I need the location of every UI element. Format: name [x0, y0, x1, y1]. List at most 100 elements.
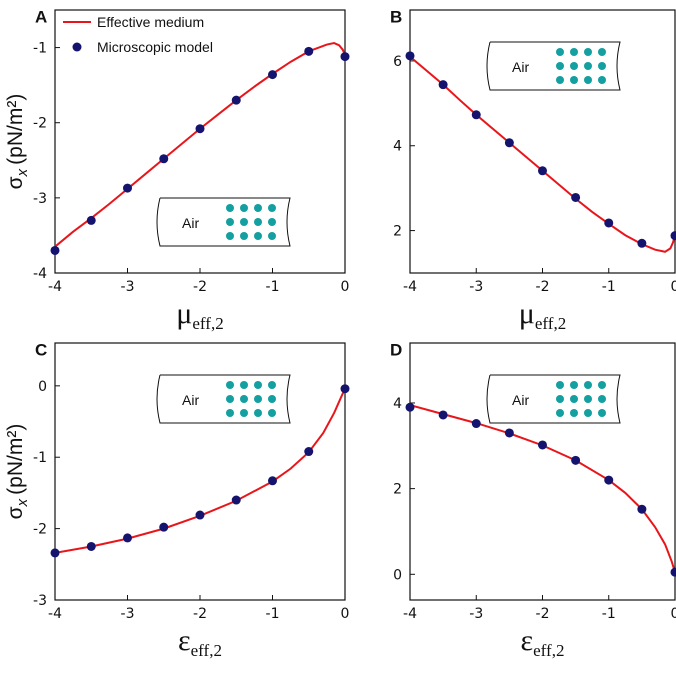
y-tick-label: 2 [393, 482, 402, 498]
y-tick-label: -1 [33, 41, 47, 57]
x-tick-label: 0 [671, 606, 676, 622]
x-tick-label: -1 [602, 279, 616, 295]
inset: Air [486, 41, 621, 91]
x-axis-label: μeff,2 [519, 297, 566, 333]
microscopic-point [405, 402, 415, 412]
inset-particle [226, 232, 234, 240]
microscopic-point [50, 245, 60, 255]
microscopic-point [195, 510, 205, 520]
microscopic-point [159, 154, 169, 164]
x-tick-label: -4 [403, 279, 417, 295]
x-tick-label: -3 [121, 606, 135, 622]
panel-letter: D [390, 340, 402, 359]
microscopic-point [231, 95, 241, 105]
x-tick-label: -4 [403, 606, 417, 622]
x-tick-label: -1 [266, 606, 280, 622]
inset-particle [570, 409, 578, 417]
inset-particle [268, 409, 276, 417]
inset-particle [584, 409, 592, 417]
x-tick-label: -4 [48, 279, 62, 295]
microscopic-point [268, 70, 277, 80]
inset-particle [556, 395, 564, 403]
inset: Air [156, 197, 291, 247]
x-tick-label: -2 [193, 279, 207, 295]
microscopic-point [438, 80, 448, 90]
legend-marker [72, 42, 82, 52]
microscopic-point [340, 384, 350, 394]
panel-letter: C [35, 340, 47, 359]
microscopic-point [231, 495, 241, 505]
inset-particle [240, 204, 248, 212]
microscopic-point [670, 567, 676, 577]
legend-label: Microscopic model [97, 39, 213, 55]
effective-medium-line [55, 42, 346, 248]
x-axis-symbol: ε [178, 624, 191, 657]
microscopic-point [123, 533, 132, 543]
inset-particle [584, 395, 592, 403]
inset: Air [156, 374, 291, 424]
x-axis-symbol: ε [521, 624, 534, 657]
x-axis-label: εeff,2 [521, 624, 565, 660]
inset-particle [570, 62, 578, 70]
inset-particle [226, 218, 234, 226]
x-tick-label: -3 [469, 606, 483, 622]
effective-medium-line [410, 55, 676, 253]
inset-particle [556, 381, 564, 389]
inset-particle [268, 395, 276, 403]
inset-particle [240, 218, 248, 226]
x-axis-subscript: eff,2 [191, 641, 222, 660]
inset-particle [254, 232, 262, 240]
microscopic-point [340, 52, 350, 62]
y-tick-label: 2 [393, 224, 402, 240]
y-tick-label: -1 [33, 450, 47, 466]
x-tick-label: -2 [193, 606, 207, 622]
inset-particle [240, 381, 248, 389]
inset-particle [598, 381, 606, 389]
microscopic-point [471, 419, 481, 429]
inset-particle [598, 48, 606, 56]
microscopic-point [195, 124, 205, 134]
y-tick-label: 4 [393, 139, 402, 155]
inset-particle [226, 395, 234, 403]
inset-particle [598, 395, 606, 403]
y-tick-label: -2 [33, 116, 47, 132]
microscopic-point [604, 475, 614, 485]
x-tick-label: -1 [266, 279, 280, 295]
y-axis-unit: (pN/m²) [4, 424, 27, 495]
y-axis-label: σx (pN/m²) [4, 424, 31, 520]
microscopic-point [504, 428, 514, 438]
microscopic-point [670, 231, 676, 241]
effective-medium-line [410, 404, 676, 573]
inset-particle [268, 381, 276, 389]
inset-particle [268, 232, 276, 240]
microscopic-point [571, 192, 581, 202]
inset-particle [226, 409, 234, 417]
inset-particle [254, 204, 262, 212]
x-tick-label: -4 [48, 606, 62, 622]
microscopic-point [637, 238, 647, 248]
microscopic-point [604, 218, 614, 228]
inset-particle [556, 62, 564, 70]
microscopic-point [471, 110, 481, 120]
x-axis-symbol: μ [176, 297, 192, 330]
x-axis-label: μeff,2 [176, 297, 223, 333]
microscopic-point [637, 504, 647, 514]
x-tick-label: -2 [536, 279, 550, 295]
microscopic-point [304, 46, 314, 56]
panel: B -4 -3 -2 -1 0 2 4 6 μeff,2 Air [390, 7, 676, 333]
y-tick-label: -4 [33, 266, 47, 282]
microscopic-point [50, 548, 60, 558]
inset-particle [268, 204, 276, 212]
inset-particle [584, 48, 592, 56]
inset-particle [570, 395, 578, 403]
inset-particle [584, 62, 592, 70]
inset-particle [570, 48, 578, 56]
inset-label: Air [512, 59, 529, 75]
y-tick-label: -3 [33, 191, 47, 207]
inset-particle [556, 76, 564, 84]
y-tick-label: 0 [38, 379, 47, 395]
inset-particle [584, 381, 592, 389]
microscopic-point [571, 455, 581, 465]
microscopic-point [538, 166, 547, 176]
microscopic-point [504, 138, 514, 148]
